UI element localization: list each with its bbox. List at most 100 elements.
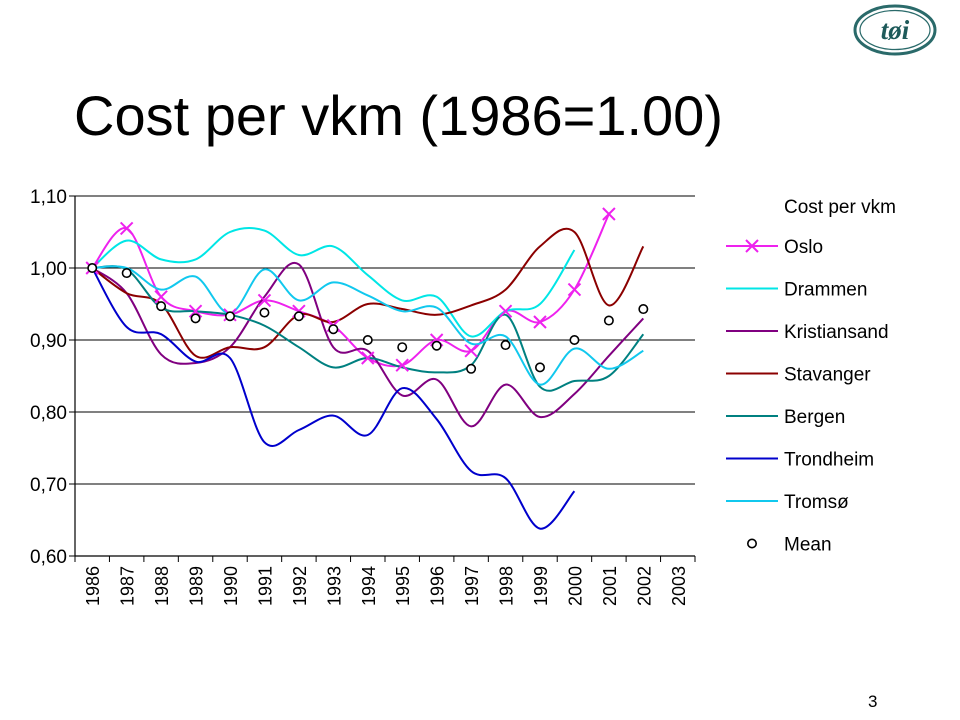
series-line-stavanger [91,227,645,359]
legend-label: Stavanger [784,365,871,386]
data-point-oslo [533,315,547,329]
y-tick-label: 0,70 [30,475,67,496]
legend-item-bergen: Bergen [726,407,845,428]
marker-stroke [154,290,168,304]
series-line-tromso [92,265,644,386]
legend-label: Tromsø [784,492,849,513]
data-point-mean [190,313,201,324]
legend-title: Cost per vkm [784,197,896,218]
marker-stroke [361,351,375,365]
marker-stroke [745,239,759,253]
legend-label: Bergen [784,407,845,428]
series-line-kristiansand [91,261,645,428]
y-tick-label: 1,10 [30,187,67,208]
x-tick-label: 1990 [221,566,241,606]
marker-stroke [257,293,272,308]
x-tick-label: 1993 [324,566,344,606]
data-point-mean [87,262,98,273]
y-tick-labels: 0,60 0,70 0,80 0,90 1,00 1,10 [30,187,67,568]
x-tick-label: 2002 [634,566,654,606]
series-markers [85,207,649,374]
series-line-drammen [91,227,576,338]
marker-stroke [464,344,478,358]
data-point-oslo [154,290,168,304]
x-tick-labels: 1986 1987 1988 1989 1990 1991 1992 1993 1994 1995… [74,556,696,606]
x-tick-label: 1998 [497,566,517,606]
data-point-mean [466,363,477,374]
legend-label: Drammen [784,280,867,301]
y-tick-label: 0,90 [30,331,67,352]
marker-stroke [119,221,134,236]
data-point-mean [121,268,132,279]
data-point-mean [603,315,614,326]
x-tick-label: 1997 [462,566,482,606]
x-tick-label: 1986 [83,566,103,606]
series-lines [91,213,645,530]
data-point-oslo [464,344,478,358]
data-point-oslo [395,358,409,372]
data-point-oslo [119,221,134,236]
legend-marker [746,538,757,549]
marker-stroke [533,315,547,329]
legend-label: Kristiansand [784,322,889,343]
legend-item-stavanger: Stavanger [726,365,871,386]
data-point-oslo [257,293,272,308]
x-tick-label: 1991 [255,566,275,606]
legend-item-drammen: Drammen [726,280,867,301]
legend-item-mean: Mean [746,535,832,556]
data-point-mean [569,334,580,345]
data-point-oslo [188,304,203,318]
x-tick-label: 1995 [393,566,413,606]
x-tick-label: 1987 [118,566,138,606]
data-point-mean [397,342,408,353]
y-tick-label: 0,80 [30,403,67,424]
legend: Cost per vkm Oslo Drammen Kristiansand Stava… [726,197,896,556]
marker-stroke [602,207,616,221]
data-point-mean [293,311,304,322]
data-point-mean [328,324,339,335]
data-point-mean [638,304,649,315]
legend-item-tromso: Tromsø [726,492,849,513]
marker-stroke [567,282,582,297]
data-point-oslo [361,351,375,365]
data-point-mean [534,362,545,373]
logo-text: tøi [881,15,910,45]
x-tick-label: 1994 [359,566,379,606]
page-number: 3 [868,692,878,711]
marker-stroke [395,358,409,372]
y-tick-label: 0,60 [30,547,67,568]
legend-marker [745,239,759,253]
series-line-oslo [91,213,610,368]
x-tick-label: 1999 [531,566,551,606]
data-point-mean [362,334,373,345]
x-tick-label: 2000 [565,566,585,606]
data-point-mean [225,311,236,322]
legend-label: Mean [784,535,832,556]
marker-stroke [188,304,203,318]
data-point-oslo [602,207,616,221]
data-point-mean [431,340,442,351]
slide-title: Cost per vkm (1986=1.00) [74,84,723,147]
series-line-bergen [92,265,645,392]
toi-logo: tøi [853,4,937,56]
data-point-mean [259,307,270,318]
y-tick-label: 1,00 [30,259,67,280]
legend-label: Oslo [784,237,823,258]
legend-item-kristiansand: Kristiansand [726,322,889,343]
x-tick-label: 2003 [669,566,689,606]
data-point-oslo [567,282,582,297]
x-tick-label: 1988 [152,566,172,606]
series-line-trondheim [91,267,576,530]
legend-item-trondheim: Trondheim [726,450,874,471]
x-tick-label: 1992 [290,566,310,606]
data-point-oslo [498,304,513,318]
x-tick-label: 1989 [187,566,207,606]
marker-stroke [498,304,513,318]
legend-item-oslo: Oslo [726,237,823,258]
data-point-mean [156,301,167,312]
x-tick-label: 1996 [428,566,448,606]
legend-label: Trondheim [784,450,874,471]
x-tick-label: 2001 [600,566,620,606]
data-point-mean [500,340,511,351]
